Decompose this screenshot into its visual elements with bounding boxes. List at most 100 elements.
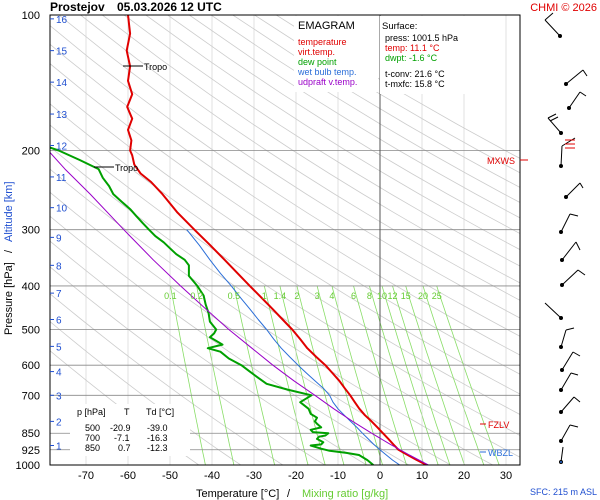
tropopause-lower-marker: Tropo <box>94 163 138 173</box>
dry-adiabat-line <box>80 15 520 301</box>
mixing-ratio-labels: 0.1 0.2 0.5 1 1.4 2 3 4 6 8 10 12 15 20 25 <box>164 291 442 301</box>
y-axis-title: Pressure [hPa] / Altitude [km] <box>3 181 15 335</box>
updraft-line <box>50 151 429 465</box>
surface-title: Surface: <box>382 21 417 32</box>
pressure-tick-label: 500 <box>22 325 40 337</box>
surface-tmxfc: t-mxfc: 15.8 °C <box>385 79 445 89</box>
legend-item-wet-bulb: wet bulb temp. <box>297 67 357 77</box>
fzlv-marker: FZLV <box>480 420 509 430</box>
tropopause-upper-marker: Tropo <box>123 62 167 72</box>
pressure-tick-label: 400 <box>22 281 40 293</box>
svg-text:MXWS: MXWS <box>487 156 515 166</box>
table-header-t: T <box>124 407 130 417</box>
mixing-ratio-line <box>405 285 465 465</box>
mixing-ratio-label: 25 <box>432 291 442 301</box>
mixing-ratio-label: 0.1 <box>164 291 177 301</box>
x-axis-title-separator: / <box>287 488 291 500</box>
wbzl-marker: WBZL <box>480 448 513 458</box>
table-cell: -16.3 <box>147 433 168 443</box>
mixing-ratio-label: 1.4 <box>274 291 287 301</box>
table-header-p: p [hPa] <box>77 407 106 417</box>
mixing-ratio-label: 1 <box>262 291 267 301</box>
table-cell: -12.3 <box>147 443 168 453</box>
temperature-tick-label: -10 <box>330 470 346 482</box>
legend-item-updraft: udpraft v.temp. <box>298 77 357 87</box>
surface-press: press: 1001.5 hPa <box>385 33 458 43</box>
temperature-gridlines <box>85 15 507 465</box>
altitude-tick-label: 9 <box>56 233 62 244</box>
sounding-table: p [hPa] T Td [°C] 500 -20.9 -39.0 700 -7… <box>70 404 190 456</box>
temperature-line <box>125 15 428 465</box>
altitude-tick-label: 6 <box>56 316 62 327</box>
y-axis-title-separator: / <box>3 249 15 253</box>
temperature-tick-label: -30 <box>246 470 262 482</box>
mixing-ratio-line <box>392 285 451 465</box>
dry-adiabat-line <box>50 266 326 465</box>
x-axis-title: Temperature [°C] / Mixing ratio [g/kg] <box>196 488 388 500</box>
mixing-ratio-label: 3 <box>315 291 320 301</box>
surface-elevation: SFC: 215 m ASL <box>530 487 597 497</box>
mixing-ratio-label: 4 <box>329 291 334 301</box>
temperature-tick-label: -70 <box>78 470 94 482</box>
y-axis-title-altitude: Altitude [km] <box>3 181 15 242</box>
legend: EMAGRAM temperature virt.temp. dew point… <box>294 16 378 92</box>
mixing-ratio-line <box>381 285 439 465</box>
dry-adiabat-line <box>50 43 520 356</box>
mixing-ratio-line <box>369 285 425 465</box>
sounding-datetime: 05.03.2026 12 UTC <box>117 0 222 14</box>
mixing-ratio-label: 20 <box>418 291 428 301</box>
wetbulb-line <box>186 229 400 465</box>
svg-text:WBZL: WBZL <box>488 448 513 458</box>
temperature-tick-label: 20 <box>458 470 470 482</box>
legend-title: EMAGRAM <box>298 20 355 32</box>
pressure-tick-label: 925 <box>22 445 40 457</box>
mixing-ratio-line <box>296 285 345 465</box>
temperature-tick-label: -20 <box>288 470 304 482</box>
svg-text:Tropo: Tropo <box>115 163 138 173</box>
pressure-tick-labels: 100 200 300 400 500 600 700 850 925 1000 <box>16 10 40 472</box>
table-header-td: Td [°C] <box>146 407 174 417</box>
mixing-ratio-label: 12 <box>387 291 397 301</box>
table-cell: 500 <box>85 423 100 433</box>
temperature-tick-label: 30 <box>500 470 512 482</box>
pressure-tick-label: 200 <box>22 145 40 157</box>
altitude-tick-label: 2 <box>56 417 62 428</box>
plot-frame <box>49 14 521 466</box>
altitude-tick-label: 3 <box>56 391 62 402</box>
altitude-tick-label: 10 <box>56 204 68 215</box>
pressure-tick-label: 1000 <box>16 460 40 472</box>
temperature-tick-label: -50 <box>162 470 178 482</box>
altitude-tick-label: 11 <box>56 173 67 184</box>
mixing-ratio-label: 0.2 <box>190 291 203 301</box>
pressure-tick-label: 850 <box>22 428 40 440</box>
y-axis-title-pressure: Pressure [hPa] <box>3 262 15 335</box>
dry-adiabat-line <box>167 15 520 234</box>
table-cell: 0.7 <box>118 443 131 453</box>
pressure-tick-label: 100 <box>22 10 40 22</box>
mixing-ratio-label: 6 <box>351 291 356 301</box>
legend-item-temperature: temperature <box>298 37 347 47</box>
mixing-ratio-line <box>436 285 500 465</box>
surface-dwpt: dwpt: -1.6 °C <box>385 53 438 63</box>
altitude-tick-label: 15 <box>56 47 68 58</box>
mixing-ratio-label: 0.5 <box>228 291 241 301</box>
x-axis-title-temperature: Temperature [°C] <box>196 488 279 500</box>
altitude-tick-label: 12 <box>56 142 68 153</box>
altitude-tick-label: 14 <box>56 78 68 89</box>
pressure-tick-label: 700 <box>22 390 40 402</box>
dry-adiabat-line <box>123 15 520 267</box>
table-cell: -20.9 <box>110 423 131 433</box>
svg-text:FZLV: FZLV <box>488 420 509 430</box>
pressure-tick-label: 600 <box>22 360 40 372</box>
temperature-tick-label: -60 <box>120 470 136 482</box>
x-axis-title-mixing: Mixing ratio [g/kg] <box>302 488 388 500</box>
dry-adiabat-line <box>145 15 520 251</box>
dry-adiabat-line <box>58 15 520 319</box>
altitude-tick-label: 8 <box>56 261 62 272</box>
mixing-ratio-label: 15 <box>401 291 411 301</box>
altitude-tick-label: 4 <box>56 368 62 379</box>
temperature-tick-label: 10 <box>416 470 428 482</box>
dewpoint-line <box>50 146 374 465</box>
